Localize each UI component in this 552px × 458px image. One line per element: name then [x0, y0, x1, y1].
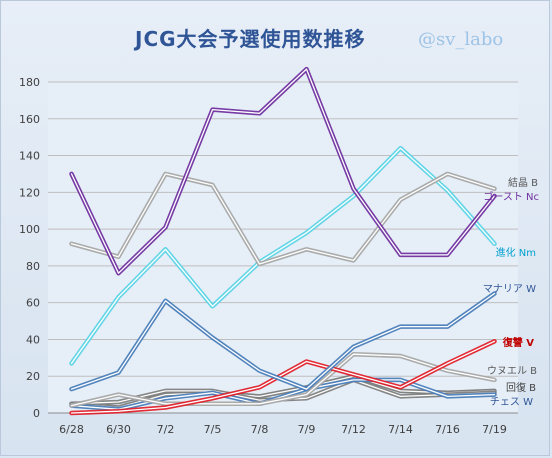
series-line — [70, 353, 496, 407]
y-tick-label: 80 — [26, 260, 40, 273]
y-tick-label: 140 — [19, 150, 40, 163]
y-tick-label: 40 — [26, 333, 40, 346]
chart-title: JCG大会予選使用数推移 — [133, 27, 366, 51]
x-tick-label: 6/28 — [59, 423, 84, 436]
x-tick-label: 7/8 — [251, 423, 269, 436]
y-tick-label: 180 — [19, 76, 40, 89]
x-tick-label: 6/30 — [106, 423, 131, 436]
x-tick-label: 7/2 — [157, 423, 175, 436]
x-tick-label: 7/12 — [341, 423, 366, 436]
series-label: マナリア W — [483, 283, 536, 295]
series-label: チェス W — [490, 396, 533, 408]
series-line — [70, 173, 496, 265]
series-line — [70, 340, 496, 414]
series-line — [70, 68, 496, 274]
series-line — [70, 379, 496, 410]
series-label: 進化 Nm — [496, 246, 536, 259]
series-label: ゴースト Nc — [483, 190, 539, 203]
series-label: ウヌエル B — [487, 365, 537, 377]
x-tick-label: 7/19 — [482, 423, 507, 436]
series-line — [70, 147, 496, 365]
x-tick-label: 7/9 — [298, 423, 316, 436]
y-tick-label: 20 — [26, 370, 40, 383]
chart-handle: @sv_labo — [418, 29, 503, 50]
series-label: 回復 B — [506, 381, 536, 394]
series-line — [70, 292, 496, 390]
axes: 0 20 40 60 80 100 120 140 160 180 6/28 6/30 7/2 7/5 7/… — [19, 76, 518, 436]
series-label: 復讐 V — [502, 336, 534, 349]
y-tick-label: 160 — [19, 113, 40, 126]
y-tick-label: 120 — [19, 186, 40, 199]
x-tick-label: 7/5 — [204, 423, 222, 436]
series-lines — [69, 66, 497, 416]
y-tick-label: 0 — [33, 407, 40, 420]
y-tick-label: 60 — [26, 297, 40, 310]
series-label: 結晶 B — [508, 176, 538, 189]
x-tick-label: 7/16 — [435, 423, 460, 436]
y-tick-label: 100 — [19, 223, 40, 236]
x-tick-label: 7/14 — [388, 423, 413, 436]
